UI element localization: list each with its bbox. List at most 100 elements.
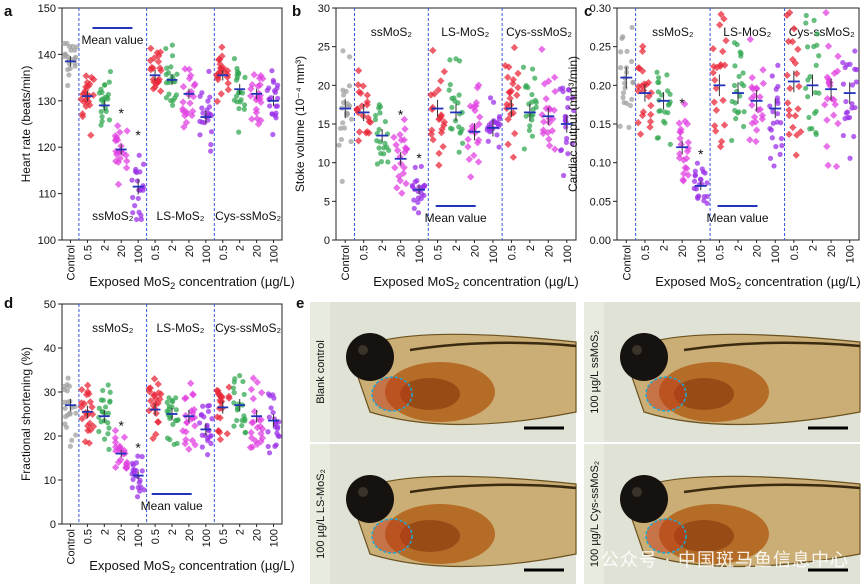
data-point xyxy=(647,110,655,119)
x-tick-label: 2 xyxy=(235,245,247,251)
data-point xyxy=(376,126,382,133)
data-point xyxy=(756,93,764,101)
data-point xyxy=(73,410,79,416)
data-point xyxy=(813,131,819,138)
data-point xyxy=(620,90,627,96)
data-point xyxy=(720,15,728,23)
x-tick-label: 2 xyxy=(377,245,389,251)
data-point xyxy=(84,388,92,396)
larva-eye-highlight xyxy=(632,487,642,497)
data-point xyxy=(786,84,794,93)
data-point xyxy=(506,94,514,102)
data-point xyxy=(139,454,145,460)
x-tick-label: 20 xyxy=(252,529,264,541)
data-point xyxy=(214,427,223,435)
y-tick-label: 0 xyxy=(324,235,330,247)
data-point xyxy=(236,129,242,135)
data-point xyxy=(852,104,858,111)
larva-eye xyxy=(346,475,394,523)
data-point xyxy=(139,468,145,474)
data-point xyxy=(514,69,522,78)
data-point xyxy=(188,436,197,445)
data-point xyxy=(382,118,388,125)
data-point xyxy=(717,137,726,146)
data-point xyxy=(105,420,111,426)
data-point xyxy=(242,429,249,435)
heart-region-outline xyxy=(645,518,687,554)
data-point xyxy=(504,73,512,82)
x-tick-label: 100 xyxy=(562,245,574,263)
x-tick-label: 20 xyxy=(116,245,128,257)
data-point xyxy=(157,390,165,398)
chart-panel-a: a 100 110 120 130 140 150 Heart rate (beats/min… xyxy=(4,3,295,291)
data-point xyxy=(693,186,700,192)
data-point xyxy=(123,157,131,165)
group-label: ssMoS₂ xyxy=(371,25,413,39)
data-point xyxy=(99,114,105,120)
data-point xyxy=(521,146,527,152)
data-point xyxy=(191,422,199,430)
data-point xyxy=(418,195,424,202)
y-tick-label: 0.15 xyxy=(590,119,611,131)
data-point xyxy=(179,83,188,91)
data-point xyxy=(514,83,522,92)
data-point xyxy=(181,394,189,403)
data-point xyxy=(185,65,193,74)
data-point xyxy=(167,415,173,421)
data-point xyxy=(65,82,71,89)
data-point xyxy=(803,12,809,19)
y-tick-label: 30 xyxy=(44,387,56,399)
data-point xyxy=(164,399,170,406)
data-point xyxy=(62,51,68,57)
data-point xyxy=(717,10,725,19)
data-point xyxy=(249,374,258,382)
y-tick-label: 30 xyxy=(318,3,330,15)
data-point xyxy=(654,69,660,75)
data-point xyxy=(61,40,67,47)
data-point xyxy=(132,203,138,209)
data-point xyxy=(779,143,785,149)
data-point xyxy=(712,127,720,135)
data-point xyxy=(767,103,773,109)
larva-yolk-core xyxy=(674,378,734,410)
significance-mark: * xyxy=(119,105,125,121)
y-axis-title: Stoke volume (10⁻⁴ mm³) xyxy=(293,56,307,192)
data-point xyxy=(465,155,473,164)
data-point xyxy=(174,71,180,77)
x-tick-label: 2 xyxy=(733,245,745,251)
data-point xyxy=(711,76,719,84)
data-point xyxy=(182,118,191,127)
data-point xyxy=(777,151,783,157)
data-point xyxy=(662,109,668,115)
data-point xyxy=(629,96,635,102)
panel-label: c xyxy=(584,3,592,20)
data-point xyxy=(509,153,518,161)
data-point xyxy=(179,98,187,106)
data-point xyxy=(208,432,214,439)
data-point xyxy=(84,381,92,390)
y-tick-label: 10 xyxy=(318,158,330,170)
y-tick-label: 0 xyxy=(50,519,56,531)
data-point xyxy=(811,17,817,23)
data-point xyxy=(474,158,483,166)
x-tick-label: 0.5 xyxy=(150,245,162,260)
data-point xyxy=(538,45,546,53)
data-point xyxy=(770,120,776,126)
data-point xyxy=(532,75,538,81)
data-point xyxy=(170,97,176,104)
data-point xyxy=(66,72,72,78)
data-point xyxy=(248,419,256,427)
data-point xyxy=(790,24,798,33)
data-point xyxy=(490,99,497,105)
data-point xyxy=(354,137,363,145)
data-point xyxy=(275,95,281,101)
data-point xyxy=(248,434,256,442)
data-point xyxy=(134,178,141,184)
data-point xyxy=(116,445,125,453)
y-tick-label: 0.30 xyxy=(590,3,611,15)
data-point xyxy=(235,404,241,411)
larva-photo: 100 µg/L LS-MoS₂ xyxy=(310,444,577,584)
data-point xyxy=(140,161,147,167)
data-point xyxy=(769,135,775,141)
data-point xyxy=(385,159,391,165)
